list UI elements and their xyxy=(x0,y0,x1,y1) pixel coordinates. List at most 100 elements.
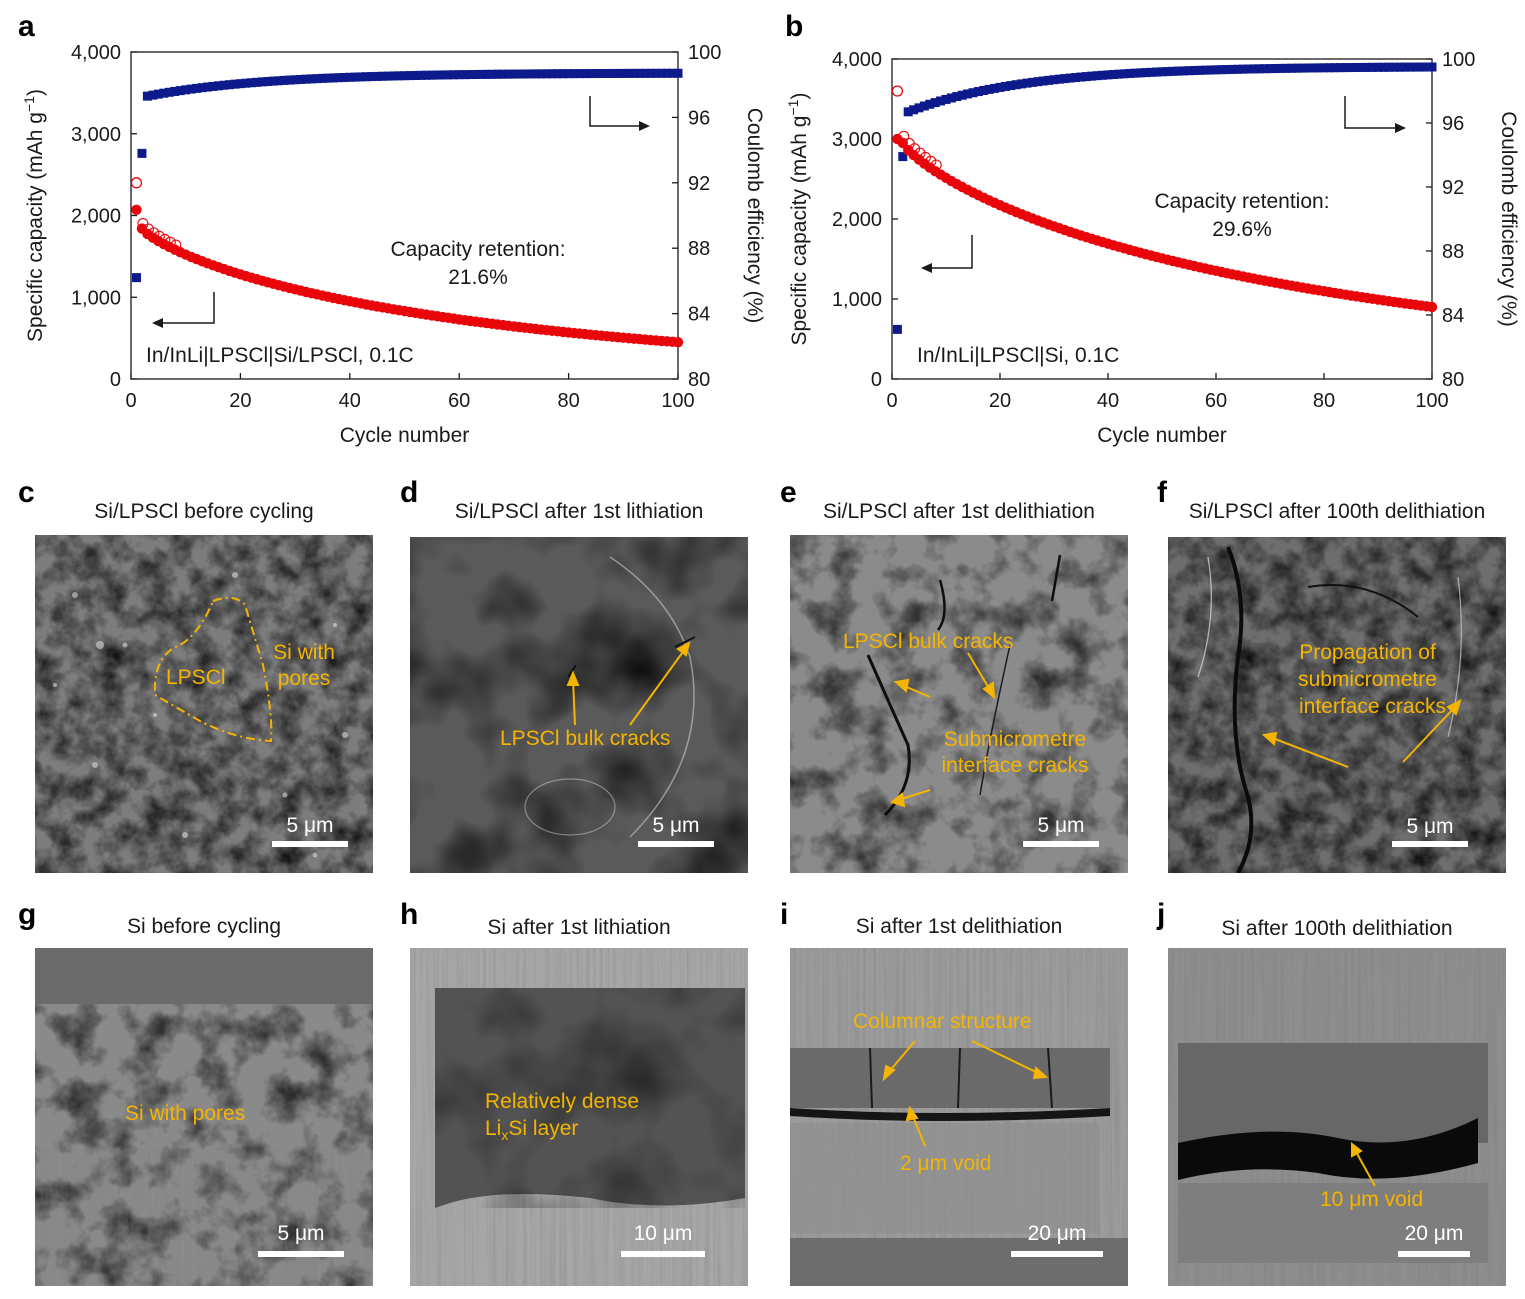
efficiency-point-b xyxy=(1416,62,1426,72)
efficiency-point-b xyxy=(1200,65,1210,75)
efficiency-point-b xyxy=(1157,67,1167,77)
panel-title-c: Si/LPSCl before cycling xyxy=(94,500,314,523)
x-tick-label-a: 20 xyxy=(229,390,251,412)
efficiency-point-a xyxy=(432,70,442,80)
efficiency-point-a xyxy=(542,69,552,79)
efficiency-point-b xyxy=(909,105,919,115)
efficiency-point-b xyxy=(1330,63,1340,73)
efficiency-point-a xyxy=(454,70,464,80)
efficiency-point-b xyxy=(1233,64,1243,74)
efficiency-point-b xyxy=(1222,65,1232,75)
efficiency-point-a xyxy=(651,68,661,78)
y-right-tick-label-a: 92 xyxy=(688,173,710,195)
efficiency-point-b xyxy=(1243,64,1253,74)
efficiency-point-b xyxy=(1184,66,1194,76)
efficiency-point-a xyxy=(181,85,191,95)
efficiency-point-a xyxy=(465,70,475,80)
efficiency-point-a xyxy=(192,83,202,93)
efficiency-point-a xyxy=(219,80,229,90)
efficiency-point-a xyxy=(290,75,300,85)
efficiency-point-a xyxy=(536,69,546,79)
x-tick-label-b: 40 xyxy=(1097,390,1119,412)
y-left-label-sup: −1 xyxy=(21,96,37,112)
efficiency-point-a xyxy=(153,89,163,99)
y-right-tick-label-b: 100 xyxy=(1442,49,1475,71)
efficiency-point-b xyxy=(1362,62,1372,72)
efficiency-point-b xyxy=(1411,62,1421,72)
retention-label-a: Capacity retention: xyxy=(390,238,565,261)
y-right-axis-label-a: Coulomb efficiency (%) xyxy=(743,108,766,324)
chart-a: a0 20 40 60 80 10001,0002,0003,0004,000808488… xyxy=(18,10,766,447)
panel-label-b: b xyxy=(785,10,803,43)
efficiency-point-a xyxy=(274,76,284,86)
efficiency-point-a xyxy=(312,74,322,84)
y-left-label-close: ) xyxy=(788,93,811,100)
efficiency-point-a xyxy=(372,71,382,81)
scale-bar-label-f: 5 μm xyxy=(1406,815,1454,838)
panel-title-d: Si/LPSCl after 1st lithiation xyxy=(454,500,704,523)
efficiency-point-a xyxy=(339,72,349,82)
efficiency-point-b xyxy=(914,103,924,113)
annotation-subscript-x: x xyxy=(501,1127,509,1144)
arrows-j xyxy=(1351,1141,1376,1187)
left-axis-arrow-b xyxy=(930,235,973,269)
y-left-tick-label-b: 3,000 xyxy=(832,129,882,151)
efficiency-point-a xyxy=(345,72,355,82)
efficiency-point-a xyxy=(410,70,420,80)
panel-label-a: a xyxy=(18,10,35,43)
x-tick-label-b: 100 xyxy=(1415,390,1448,412)
efficiency-point-b xyxy=(1303,63,1313,73)
efficiency-point-a xyxy=(328,73,338,83)
sem-image-c xyxy=(35,535,373,873)
y-left-tick-label-b: 1,000 xyxy=(832,289,882,311)
scale-bar-label-e: 5 μm xyxy=(1037,814,1085,837)
scale-bar-label-c: 5 μm xyxy=(286,814,334,837)
efficiency-point-a xyxy=(487,69,497,79)
sem-image-d xyxy=(410,537,748,873)
efficiency-point-a xyxy=(361,72,371,82)
efficiency-point-b xyxy=(1405,62,1415,72)
x-tick-label-a: 80 xyxy=(557,390,579,412)
efficiency-point-a xyxy=(613,68,623,78)
sem-image-f xyxy=(1168,537,1506,873)
capacity-discharge-point-b xyxy=(1426,301,1438,313)
y-right-tick-label-b: 84 xyxy=(1442,305,1464,327)
efficiency-point-a xyxy=(131,273,141,283)
efficiency-point-a xyxy=(164,87,174,97)
efficiency-point-b xyxy=(1103,70,1113,80)
efficiency-point-a xyxy=(646,68,656,78)
efficiency-point-b xyxy=(1238,64,1248,74)
scale-bar-c xyxy=(272,841,348,847)
efficiency-point-a xyxy=(186,84,196,94)
efficiency-point-a xyxy=(307,74,317,84)
efficiency-point-a xyxy=(334,73,344,83)
efficiency-point-a xyxy=(208,81,218,91)
capacity-discharge-point-b xyxy=(897,137,908,149)
capacity-discharge-point-a xyxy=(131,204,142,215)
efficiency-point-a xyxy=(618,68,628,78)
retention-value-b: 29.6% xyxy=(1212,218,1272,241)
efficiency-point-a xyxy=(569,69,579,79)
efficiency-point-b xyxy=(1384,62,1394,72)
efficiency-point-a xyxy=(531,69,541,79)
y-right-tick-label-b: 92 xyxy=(1442,177,1464,199)
scale-bar-f xyxy=(1392,841,1468,847)
efficiency-point-a xyxy=(629,68,639,78)
efficiency-point-b xyxy=(1027,77,1037,87)
efficiency-point-a xyxy=(137,148,147,158)
annotation-submicrometre-e: Submicrometre xyxy=(943,728,1087,751)
y-right-tick-label-b: 96 xyxy=(1442,113,1464,135)
panel-title-f: Si/LPSCl after 100th delithiation xyxy=(1188,500,1486,523)
efficiency-point-b xyxy=(1141,68,1151,78)
sem-texture-d xyxy=(410,537,748,873)
efficiency-point-b xyxy=(1098,70,1108,80)
annotation-li: Li xyxy=(485,1117,502,1140)
efficiency-point-b xyxy=(1006,81,1016,91)
efficiency-point-a xyxy=(203,82,213,92)
efficiency-point-a xyxy=(400,71,409,81)
right-axis-arrow-b xyxy=(1344,96,1397,129)
efficiency-point-b xyxy=(1044,75,1054,85)
efficiency-point-a xyxy=(323,73,333,83)
efficiency-point-b xyxy=(946,93,956,103)
efficiency-point-a xyxy=(640,68,650,78)
